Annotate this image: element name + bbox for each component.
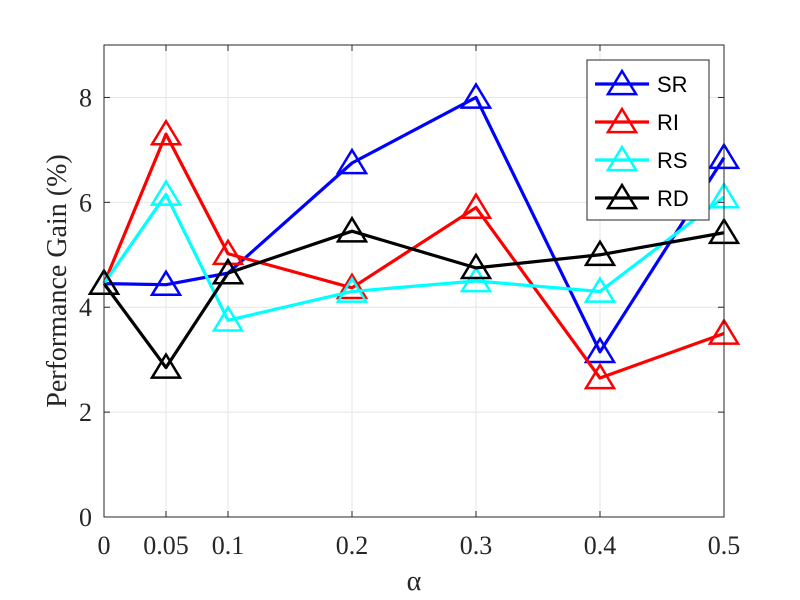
legend-label-rd: RD [657, 186, 689, 211]
series-line-rs [102, 192, 725, 322]
data-point-rs [583, 276, 617, 303]
data-point-ri [583, 362, 617, 390]
x-tick-label: 0.5 [708, 531, 741, 560]
legend-marker-sr [605, 68, 639, 96]
y-axis-label: Performance Gain (%) [42, 154, 73, 407]
y-tick-label: 2 [79, 398, 92, 427]
data-point-rs [149, 179, 183, 206]
tick-labels: 0 0.05 0.1 0.2 0.3 0.4 0.5 0 2 4 6 8 [79, 83, 740, 560]
tick-marks [103, 45, 725, 518]
x-tick-label: 0.1 [212, 531, 245, 560]
data-point-rd [149, 352, 183, 379]
y-tick-label: 6 [79, 188, 92, 217]
data-point-sr [335, 147, 369, 175]
data-point-rs [335, 276, 369, 303]
series-layer [87, 82, 741, 390]
x-tick-label: 0.4 [584, 531, 617, 560]
y-tick-label: 4 [79, 293, 92, 322]
series-rs [87, 179, 741, 332]
legend-box [586, 59, 710, 221]
legend-label-sr: SR [657, 72, 688, 97]
data-point-rs [211, 304, 245, 332]
x-tick-label: 0.2 [336, 531, 369, 560]
data-point-rd [335, 215, 369, 243]
series-line-sr [103, 95, 726, 354]
data-point-rd [583, 239, 617, 267]
legend-marker-rs [605, 144, 639, 172]
x-tick-label: 0.05 [143, 531, 189, 560]
data-point-ri [335, 272, 369, 300]
y-tick-label: 0 [79, 503, 92, 532]
data-point-ri [459, 192, 493, 219]
x-tick-label: 0.3 [460, 531, 493, 560]
x-tick-label: 0 [98, 531, 111, 560]
legend: SR RI RS RD [586, 59, 710, 221]
data-point-rd [459, 252, 493, 280]
legend-marker-ri [605, 106, 639, 134]
data-point-rs [459, 265, 493, 293]
data-point-ri [149, 118, 183, 146]
series-line-rd [102, 229, 725, 370]
data-point-sr [459, 82, 493, 109]
data-point-rd [211, 257, 245, 285]
data-point-sr [583, 336, 617, 364]
data-point-ri [211, 238, 245, 266]
y-tick-label: 8 [79, 83, 92, 112]
legend-label-ri: RI [657, 110, 679, 135]
data-point-sr [149, 269, 183, 297]
legend-marker-rd [605, 182, 639, 210]
series-line-ri [102, 132, 725, 380]
legend-label-rs: RS [657, 148, 688, 173]
plot-frame [103, 44, 725, 518]
x-axis-label: α [407, 566, 422, 597]
